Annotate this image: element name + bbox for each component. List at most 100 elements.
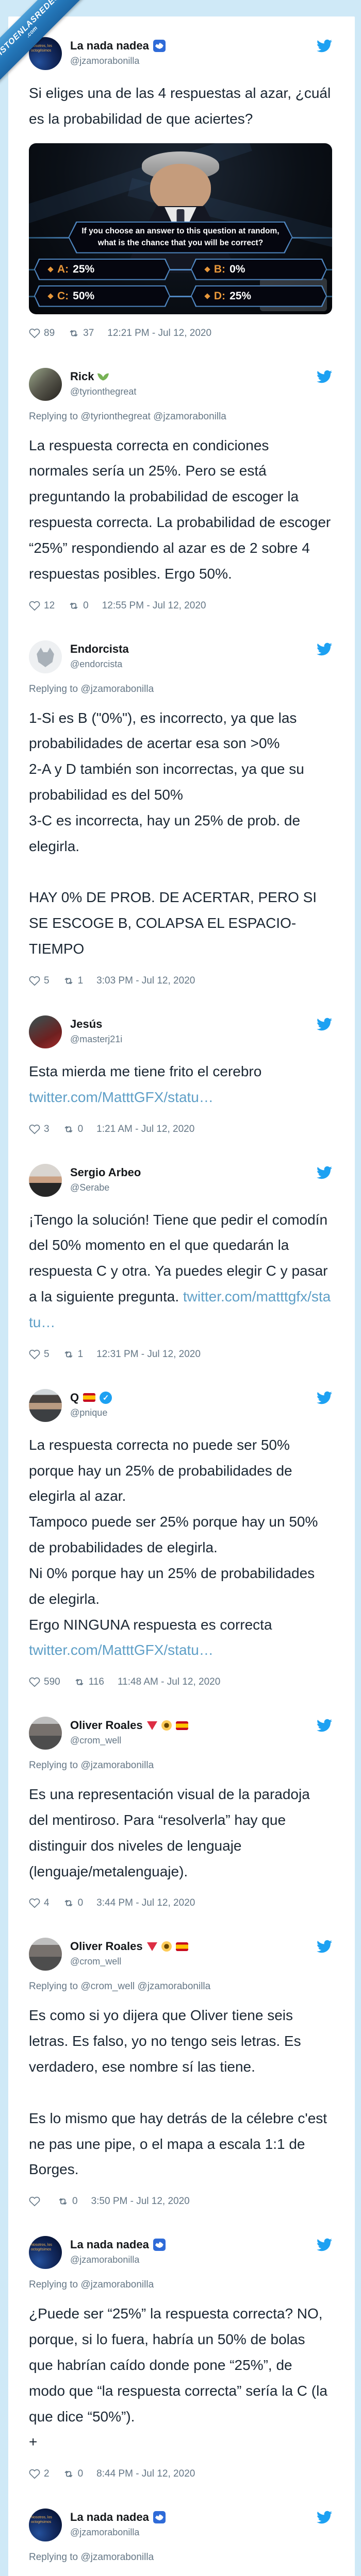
tweet-text: ¿Puede ser “25%” la respuesta correcta? …: [29, 2306, 327, 2450]
user-handle[interactable]: @jzamorabonilla: [70, 56, 140, 66]
user-handle[interactable]: @tyrionthegreat: [70, 386, 137, 397]
twitter-bird-icon[interactable]: [317, 640, 333, 659]
name-badges: [143, 1941, 188, 1952]
twitter-bird-icon[interactable]: [317, 1015, 333, 1035]
replying-to[interactable]: Replying to @crom_well @jzamorabonilla: [29, 1981, 211, 1992]
tweet-body: Es como si yo dijera que Oliver tiene se…: [29, 2003, 332, 2182]
tweet-card: Nosotros, los octogésimos La nada nadea …: [8, 22, 355, 352]
twitter-bird-icon[interactable]: [317, 2236, 333, 2255]
user-handle[interactable]: @masterj21i: [70, 1033, 123, 1044]
question-text: what is the chance that you will be corr…: [97, 238, 264, 247]
timestamp[interactable]: 12:21 PM - Jul 12, 2020: [107, 327, 212, 338]
tweet-body: La respuesta correcta no puede ser 50% p…: [29, 1432, 332, 1663]
retweet-count: 0: [83, 600, 89, 611]
like-button[interactable]: 3: [29, 1124, 50, 1135]
user-handle[interactable]: @crom_well: [70, 1735, 122, 1746]
tweet-link[interactable]: twitter.com/MatttGFX/statu…: [29, 1642, 214, 1658]
like-button[interactable]: 89: [29, 328, 55, 339]
avatar[interactable]: [29, 1938, 62, 1971]
like-icon: [29, 2469, 40, 2479]
retweet-button[interactable]: 0: [63, 1897, 83, 1909]
tweet-link[interactable]: twitter.com/matttgfx/statu…: [29, 1289, 331, 1330]
user-handle[interactable]: @pnique: [70, 1407, 108, 1418]
like-button[interactable]: 4: [29, 1897, 50, 1909]
retweet-button[interactable]: 0: [57, 2196, 78, 2207]
twitter-bird-icon[interactable]: [317, 1717, 333, 1736]
user-name[interactable]: Q: [70, 1391, 79, 1404]
replying-to[interactable]: Replying to @jzamorabonilla: [29, 683, 154, 694]
tweet-stats: 5 1 12:31 PM - Jul 12, 2020: [29, 1349, 332, 1360]
user-name[interactable]: Oliver Roales: [70, 1719, 143, 1732]
avatar[interactable]: [29, 1388, 62, 1422]
retweet-button[interactable]: 1: [63, 975, 83, 987]
timestamp[interactable]: 8:44 PM - Jul 12, 2020: [96, 2468, 195, 2480]
retweet-button[interactable]: 0: [63, 2468, 83, 2480]
retweet-button[interactable]: 1: [63, 1349, 83, 1360]
spain-badge: [175, 1942, 188, 1951]
retweet-icon: [59, 2198, 67, 2205]
avatar[interactable]: [29, 1717, 62, 1750]
user-name[interactable]: La nada nadea: [70, 39, 149, 52]
twitter-bird-icon[interactable]: [317, 1938, 333, 1957]
user-name[interactable]: La nada nadea: [70, 2238, 149, 2251]
retweet-button[interactable]: 37: [68, 328, 94, 339]
like-button[interactable]: 5: [29, 975, 50, 987]
user-handle[interactable]: @Serabe: [70, 1182, 110, 1193]
timestamp[interactable]: 11:48 AM - Jul 12, 2020: [118, 1676, 221, 1688]
user-handle[interactable]: @crom_well: [70, 1956, 122, 1967]
tweet-card: Rick @tyrionthegreat Replying to @tyrion…: [8, 352, 355, 625]
replying-to[interactable]: Replying to @tyrionthegreat @jzamoraboni…: [29, 411, 226, 422]
like-button[interactable]: 12: [29, 600, 55, 612]
tweet-stats: 12 0 12:55 PM - Jul 12, 2020: [29, 600, 332, 612]
retweet-button[interactable]: 0: [63, 1124, 83, 1135]
avatar[interactable]: Nosotros, los octogésimos: [29, 2509, 62, 2542]
answer-d: D: 25%: [190, 285, 327, 307]
user-handle[interactable]: @jzamorabonilla: [70, 2255, 140, 2265]
like-icon: [29, 601, 40, 611]
user-name[interactable]: Rick: [70, 369, 94, 383]
avatar[interactable]: Nosotros, los octogésimos: [29, 2236, 62, 2269]
answer-value: 25%: [229, 290, 252, 302]
spain-badge: [175, 1721, 188, 1730]
avatar[interactable]: [29, 640, 62, 673]
avatar[interactable]: [29, 1163, 62, 1197]
tweet-link[interactable]: twitter.com/MatttGFX/statu…: [29, 1089, 214, 1105]
timestamp[interactable]: 3:44 PM - Jul 12, 2020: [96, 1897, 195, 1909]
avatar[interactable]: [29, 1015, 62, 1048]
answer-c: C: 50%: [34, 285, 171, 307]
avatar[interactable]: [29, 367, 62, 401]
quiz-image[interactable]: If you choose an answer to this question…: [29, 143, 332, 314]
user-name[interactable]: Oliver Roales: [70, 1940, 143, 1953]
retweet-button[interactable]: 116: [74, 1676, 104, 1688]
tweet-card: Sergio Arbeo @Serabe ¡Tengo la solución!…: [8, 1148, 355, 1374]
user-handle[interactable]: @endorcista: [70, 658, 123, 669]
retweet-button[interactable]: 0: [68, 600, 89, 612]
twitter-bird-icon[interactable]: [317, 2509, 333, 2528]
twitter-bird-icon[interactable]: [317, 368, 333, 387]
like-button[interactable]: 5: [29, 1349, 50, 1360]
timestamp[interactable]: 12:55 PM - Jul 12, 2020: [102, 600, 206, 611]
twitter-bird-icon[interactable]: [317, 1389, 333, 1408]
user-identity: La nada nadea @jzamorabonilla: [70, 37, 317, 66]
user-identity: Endorcista @endorcista: [70, 640, 317, 670]
replying-to[interactable]: Replying to @jzamorabonilla: [29, 2552, 154, 2563]
timestamp[interactable]: 1:21 AM - Jul 12, 2020: [96, 1123, 195, 1134]
user-name[interactable]: Jesús: [70, 1017, 103, 1030]
verified-badge: [100, 1391, 112, 1404]
replying-to[interactable]: Replying to @jzamorabonilla: [29, 2279, 154, 2291]
twitter-bird-icon[interactable]: [317, 37, 333, 56]
user-name[interactable]: La nada nadea: [70, 2511, 149, 2524]
like-button[interactable]: 2: [29, 2468, 50, 2480]
timestamp[interactable]: 12:31 PM - Jul 12, 2020: [96, 1348, 201, 1360]
like-button[interactable]: [29, 2196, 44, 2207]
twitter-bird-icon[interactable]: [317, 1164, 333, 1183]
user-name[interactable]: Endorcista: [70, 642, 129, 655]
replying-to[interactable]: Replying to @jzamorabonilla: [29, 1760, 154, 1771]
antarctica-badge: [153, 40, 166, 52]
quiz-overlay: If you choose an answer to this question…: [29, 216, 332, 307]
user-name[interactable]: Sergio Arbeo: [70, 1165, 141, 1179]
like-button[interactable]: 590: [29, 1676, 60, 1688]
timestamp[interactable]: 3:50 PM - Jul 12, 2020: [91, 2196, 190, 2207]
timestamp[interactable]: 3:03 PM - Jul 12, 2020: [96, 975, 195, 986]
user-handle[interactable]: @jzamorabonilla: [70, 2527, 140, 2538]
